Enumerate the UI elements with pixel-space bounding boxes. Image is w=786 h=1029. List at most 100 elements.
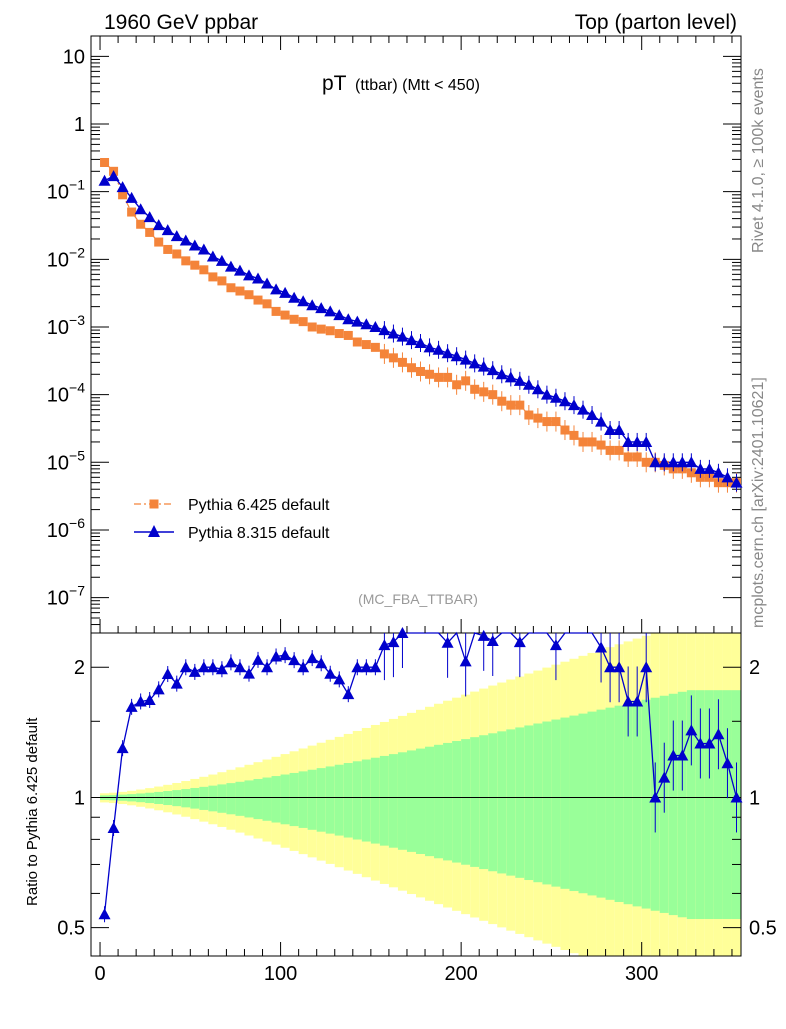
point-pythia8 xyxy=(631,435,644,447)
point-pythia8 xyxy=(495,368,508,380)
point-pythia6 xyxy=(253,295,263,305)
band-green xyxy=(470,737,480,867)
band-green xyxy=(361,759,371,842)
point-pythia8 xyxy=(513,374,526,386)
point-pythia6 xyxy=(506,400,516,410)
point-pythia8 xyxy=(224,260,237,272)
band-green xyxy=(190,787,200,809)
point-pythia6 xyxy=(479,387,489,397)
band-green xyxy=(443,742,453,861)
ratio-point xyxy=(613,661,626,673)
band-green xyxy=(722,690,732,920)
ratio-point xyxy=(297,661,310,673)
point-pythia6 xyxy=(181,256,191,266)
lower-ytick-label: 1 xyxy=(74,787,85,809)
point-pythia8 xyxy=(504,371,517,383)
point-pythia6 xyxy=(136,219,146,229)
ratio-point xyxy=(441,636,454,648)
xtick-label: 100 xyxy=(264,963,297,985)
band-green xyxy=(199,786,209,810)
ratio-point xyxy=(378,639,391,651)
point-pythia8 xyxy=(116,181,129,193)
ratio-point xyxy=(694,737,707,749)
ratio-point xyxy=(549,639,562,651)
point-pythia8 xyxy=(649,456,662,468)
ratio-point xyxy=(631,695,644,707)
point-pythia8 xyxy=(522,378,535,390)
point-pythia8 xyxy=(531,383,544,395)
point-pythia6 xyxy=(497,396,507,406)
ratio-point xyxy=(667,749,680,761)
band-green xyxy=(497,731,507,874)
point-pythia8 xyxy=(694,462,707,474)
point-pythia8 xyxy=(721,471,734,483)
ratio-point xyxy=(288,654,301,666)
point-pythia6 xyxy=(271,306,281,316)
ratio-point xyxy=(206,661,219,673)
point-pythia8 xyxy=(540,388,553,400)
point-pythia6 xyxy=(352,337,362,347)
point-pythia6 xyxy=(280,310,290,320)
point-pythia6 xyxy=(397,357,407,367)
ratio-point xyxy=(477,629,490,641)
point-pythia6 xyxy=(379,349,389,359)
upper-ytick-label: 10−6 xyxy=(47,515,85,542)
ratio-point xyxy=(604,661,617,673)
band-green xyxy=(713,690,723,920)
point-pythia6 xyxy=(190,260,200,270)
ratio-point xyxy=(270,650,283,662)
point-pythia6 xyxy=(605,445,615,455)
lower-ytick-label: 0.5 xyxy=(57,918,85,940)
point-pythia6 xyxy=(470,384,480,394)
point-pythia6 xyxy=(560,425,570,435)
point-pythia8 xyxy=(558,395,571,407)
upper-ytick-label: 10−3 xyxy=(47,312,85,339)
upper-ytick-label: 10−2 xyxy=(47,244,85,271)
point-pythia6 xyxy=(388,353,398,363)
band-green xyxy=(370,757,380,844)
ratio-point xyxy=(595,641,608,653)
band-green xyxy=(560,717,570,889)
series-line-pythia6 xyxy=(104,162,737,484)
point-pythia8 xyxy=(152,219,165,231)
point-pythia8 xyxy=(98,174,111,186)
point-pythia8 xyxy=(586,409,599,421)
point-pythia6 xyxy=(632,452,642,462)
ratio-point xyxy=(152,683,165,695)
band-green xyxy=(533,723,543,883)
band-green xyxy=(271,776,281,823)
point-pythia6 xyxy=(578,437,588,447)
point-pythia6 xyxy=(244,290,254,300)
point-pythia6 xyxy=(370,342,380,352)
ratio-point xyxy=(170,677,183,689)
point-pythia8 xyxy=(188,239,201,251)
point-pythia6 xyxy=(208,272,218,282)
point-pythia8 xyxy=(441,347,454,359)
rivet-label: Rivet 4.1.0, ≥ 100k events xyxy=(750,68,767,253)
ratio-point xyxy=(459,655,472,667)
point-pythia8 xyxy=(369,320,382,332)
ratio-point xyxy=(306,652,319,664)
point-pythia8 xyxy=(577,403,590,415)
band-green xyxy=(244,780,254,818)
point-pythia6 xyxy=(596,440,606,450)
ratio-point xyxy=(333,673,346,685)
point-pythia8 xyxy=(261,277,274,289)
legend-label-pythia6: Pythia 6.425 default xyxy=(188,497,330,514)
point-pythia8 xyxy=(396,330,409,342)
band-green xyxy=(569,715,579,892)
band-green xyxy=(343,763,353,838)
point-pythia6 xyxy=(262,299,272,309)
point-pythia6 xyxy=(569,430,579,440)
upper-ytick-label: 10−7 xyxy=(47,583,85,610)
point-pythia8 xyxy=(387,327,400,339)
point-pythia8 xyxy=(640,435,653,447)
band-green xyxy=(542,721,552,885)
point-pythia8 xyxy=(351,315,364,327)
point-pythia6 xyxy=(641,457,651,467)
point-pythia8 xyxy=(567,399,580,411)
ratio-point xyxy=(513,636,526,648)
band-green xyxy=(614,705,624,903)
ratio-point xyxy=(622,695,635,707)
point-pythia6 xyxy=(163,244,173,254)
